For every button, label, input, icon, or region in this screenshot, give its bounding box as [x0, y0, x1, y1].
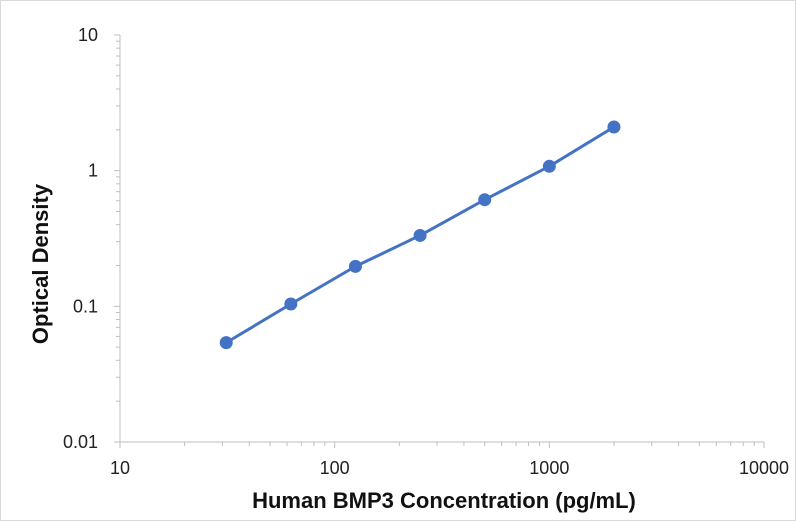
series-layer — [219, 120, 621, 350]
x-tick-label: 10000 — [739, 458, 789, 478]
data-point — [542, 159, 556, 173]
x-tick-label: 10 — [110, 458, 130, 478]
tick-marks — [114, 34, 765, 448]
axes — [119, 35, 764, 443]
data-point — [219, 336, 233, 350]
data-point — [607, 120, 621, 134]
x-axis-title: Human BMP3 Concentration (pg/mL) — [252, 488, 636, 513]
y-axis-title: Optical Density — [28, 183, 53, 344]
data-point — [348, 259, 362, 273]
data-point — [413, 228, 427, 242]
y-tick-label: 0.01 — [63, 432, 98, 452]
x-tick-label: 1000 — [529, 458, 569, 478]
y-tick-labels: 0.01 0.1 1 10 — [63, 25, 98, 452]
y-tick-label: 0.1 — [73, 296, 98, 316]
data-point — [284, 297, 298, 311]
x-tick-labels: 10 100 1000 10000 — [110, 458, 789, 478]
data-point — [478, 193, 492, 207]
y-tick-label: 10 — [78, 25, 98, 45]
x-tick-label: 100 — [320, 458, 350, 478]
y-tick-label: 1 — [88, 161, 98, 181]
